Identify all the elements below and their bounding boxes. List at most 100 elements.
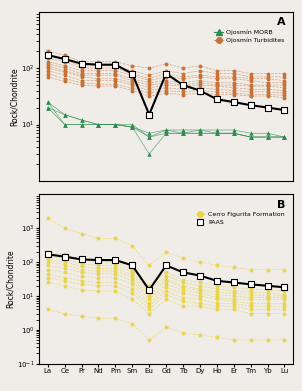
Point [96,77,101,84]
Point [282,291,287,298]
Point [147,310,152,317]
Point [198,88,202,94]
Point [282,293,287,299]
Point [248,134,253,140]
Point [147,90,152,96]
Point [198,300,202,307]
Point [198,72,202,78]
Point [113,279,118,285]
Point [282,267,287,273]
Point [130,272,135,278]
Point [130,70,135,77]
Point [248,296,253,302]
Point [79,117,84,123]
Point [96,262,101,269]
Point [113,315,118,321]
Point [265,130,270,136]
Point [147,65,152,71]
Point [113,81,118,87]
Point [96,274,101,281]
Point [214,300,219,307]
Legend: Ojosmín MORB, Ojosmín Turbidites: Ojosmín MORB, Ojosmín Turbidites [211,27,287,45]
Point [198,303,202,309]
Point [181,82,185,88]
Point [248,289,253,295]
Point [62,269,67,275]
Point [265,83,270,89]
Point [214,130,219,136]
Point [265,300,270,307]
Point [62,121,67,127]
Point [113,288,118,294]
Point [214,96,219,102]
Point [282,337,287,343]
Point [113,265,118,272]
Point [62,121,67,127]
Point [214,286,219,292]
Point [181,74,185,80]
Point [113,72,118,78]
Point [79,117,84,123]
Point [231,130,236,136]
Point [113,283,118,289]
Point [96,59,101,65]
Point [45,48,50,54]
Point [79,256,84,263]
Point [147,293,152,299]
Point [45,306,50,312]
Point [96,63,101,69]
Point [113,75,118,82]
Point [79,74,84,80]
Point [62,225,67,231]
Point [62,283,67,289]
Point [130,243,135,249]
Point [282,284,287,291]
Point [96,121,101,127]
Point [130,124,135,130]
Point [79,59,84,65]
Point [130,267,135,273]
Point [96,72,101,78]
Point [45,104,50,111]
Point [248,130,253,136]
Point [248,310,253,317]
Point [130,63,135,69]
Point [198,293,202,299]
Point [248,93,253,99]
Point [231,88,236,94]
Point [282,134,287,140]
Point [231,130,236,136]
Point [96,75,101,82]
Point [265,70,270,77]
Point [130,274,135,281]
Point [113,262,118,269]
Point [164,130,169,136]
Point [164,273,169,279]
Point [214,80,219,86]
Point [96,83,101,89]
Point [198,127,202,133]
Point [198,90,202,96]
Point [282,296,287,302]
Point [265,93,270,99]
Point [198,279,202,285]
Point [181,279,185,285]
Point [130,77,135,84]
Point [265,80,270,86]
Point [214,91,219,98]
Point [79,256,84,263]
Point [130,85,135,91]
Point [147,306,152,312]
Point [214,75,219,82]
Point [214,127,219,133]
Point [147,80,152,86]
Point [282,107,287,113]
Point [248,286,253,292]
Point [214,289,219,295]
Point [113,63,118,69]
Point [265,75,270,82]
Point [164,262,169,269]
Point [248,134,253,140]
Point [79,77,84,84]
Point [130,124,135,130]
